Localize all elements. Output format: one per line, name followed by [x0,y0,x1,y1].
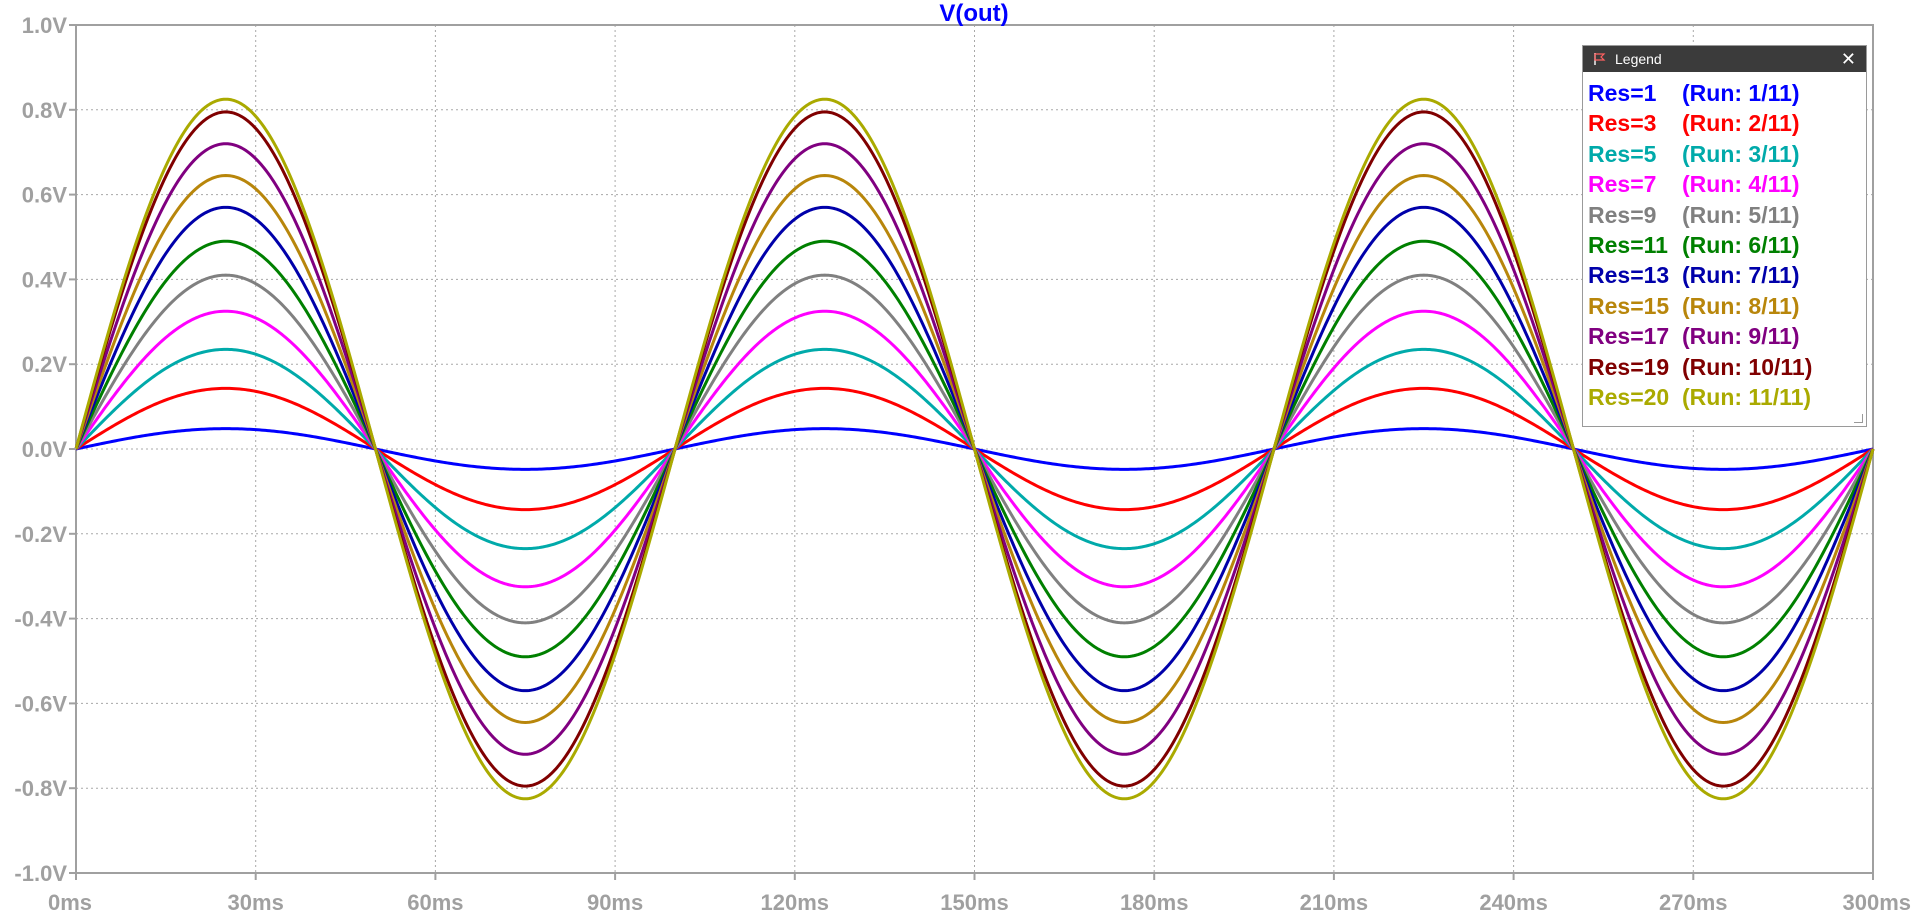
y-tick-label: -0.4V [14,607,67,632]
resize-grip-icon[interactable] [1854,414,1863,423]
legend-entry[interactable]: Res=1 (Run: 1/11) [1588,78,1866,108]
y-tick-label: -1.0V [14,861,67,886]
y-tick-label: -0.8V [14,776,67,801]
legend-run-label: (Run: 4/11) [1682,171,1800,198]
legend-run-label: (Run: 3/11) [1682,140,1800,167]
legend-run-label: (Run: 10/11) [1682,353,1813,380]
legend-entry[interactable]: Res=5 (Run: 3/11) [1588,139,1866,169]
y-tick-label: 0.0V [22,437,68,462]
legend-series-name: Res=11 [1588,231,1668,258]
y-tick-label: 0.6V [22,183,68,208]
x-tick-label: 90ms [587,890,643,915]
y-tick-label: 0.4V [22,267,68,292]
x-tick-label: 0ms [48,890,92,915]
x-tick-label: 300ms [1842,890,1911,915]
legend-entry[interactable]: Res=7 (Run: 4/11) [1588,169,1866,199]
legend-entries: Res=1 (Run: 1/11) Res=3 (Run: 2/11) Res=5 (Ru… [1583,72,1866,412]
legend-series-name: Res=7 [1588,171,1657,198]
legend-run-label: (Run: 6/11) [1682,231,1800,258]
x-tick-label: 180ms [1120,890,1189,915]
x-tick-label: 120ms [761,890,830,915]
legend-entry[interactable]: Res=9 (Run: 5/11) [1588,200,1866,230]
legend-series-name: Res=19 [1588,353,1670,380]
x-tick-label: 150ms [940,890,1009,915]
chart-title: V(out) [939,0,1008,27]
legend-entry[interactable]: Res=13 (Run: 7/11) [1588,260,1866,290]
flag-icon [1594,53,1606,65]
legend-window[interactable]: Legend ✕ Res=1 (Run: 1/11) Res=3 (Run: 2/11… [1582,45,1867,427]
legend-entry[interactable]: Res=3 (Run: 2/11) [1588,108,1866,138]
x-tick-label: 270ms [1659,890,1728,915]
legend-series-name: Res=1 [1588,80,1657,106]
legend-series-name: Res=17 [1588,323,1670,350]
x-tick-label: 30ms [228,890,284,915]
legend-series-name: Res=5 [1588,140,1657,167]
x-tick-label: 240ms [1479,890,1548,915]
y-tick-label: 1.0V [22,13,68,38]
series-line-res-20 [74,97,1875,801]
y-tick-label: -0.6V [14,691,67,716]
x-tick-label: 210ms [1300,890,1369,915]
y-axis-ticks: 1.0V 0.8V 0.6V 0.4V 0.2V 0.0V -0.2V -0.4V -0.6V -… [14,13,76,886]
legend-entry[interactable]: Res=15 (Run: 8/11) [1588,291,1866,321]
legend-entry[interactable]: Res=19 (Run: 10/11) [1588,352,1866,382]
legend-series-name: Res=13 [1588,262,1670,289]
legend-run-label: (Run: 8/11) [1682,292,1800,319]
legend-series-name: Res=9 [1588,201,1657,228]
legend-titlebar[interactable]: Legend ✕ [1583,46,1866,72]
legend-run-label: (Run: 2/11) [1682,110,1800,137]
legend-run-label: (Run: 9/11) [1682,323,1800,350]
y-tick-label: -0.2V [14,522,67,547]
x-axis-ticks: 0ms 30ms 60ms 90ms 120ms 150ms 180ms 210ms 240ms… [48,873,1911,915]
legend-title: Legend [1615,51,1662,67]
legend-entry[interactable]: Res=17 (Run: 9/11) [1588,321,1866,351]
legend-series-name: Res=15 [1588,292,1670,319]
close-icon[interactable]: ✕ [1840,49,1856,69]
legend-run-label: (Run: 5/11) [1682,201,1800,228]
legend-entry[interactable]: Res=20 (Run: 11/11) [1588,382,1866,412]
legend-run-label: (Run: 11/11) [1682,383,1812,410]
legend-series-name: Res=3 [1588,110,1657,137]
y-tick-label: 0.8V [22,98,68,123]
series-group [74,97,1875,801]
x-tick-label: 60ms [407,890,463,915]
legend-series-name: Res=20 [1588,383,1670,410]
legend-run-label: (Run: 7/11) [1682,262,1800,289]
y-tick-label: 0.2V [22,352,68,377]
legend-entry[interactable]: Res=11 (Run: 6/11) [1588,230,1866,260]
legend-run-label: (Run: 1/11) [1682,80,1800,106]
